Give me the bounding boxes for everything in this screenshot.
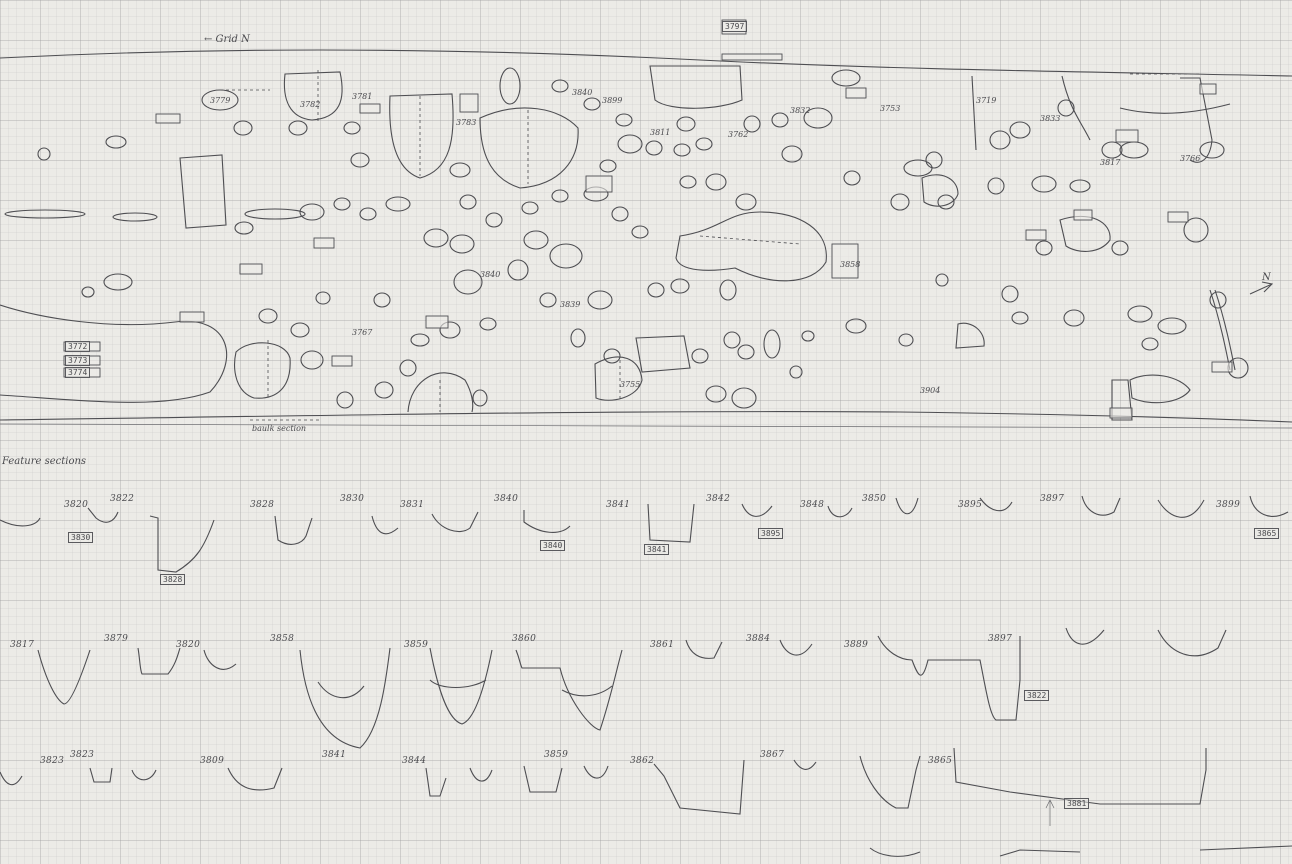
section-number-label: 3899 <box>1216 500 1241 510</box>
feature-label: 3773 <box>65 355 91 366</box>
section-number-label: 3858 <box>270 634 295 644</box>
feature-number-label: 3832 <box>790 106 811 115</box>
section-number-label: 3817 <box>10 640 35 650</box>
section-number-label: 3809 <box>200 756 225 766</box>
feature-3772-outline <box>0 304 228 403</box>
section-number-label: 3889 <box>844 640 869 650</box>
trench-bottom-edge <box>0 411 1292 423</box>
section-number-label: 3820 <box>64 500 89 510</box>
section-number-label: 3861 <box>650 640 675 650</box>
top-tag: 3797 <box>722 21 748 32</box>
plan-title: ← Grid N <box>204 34 250 45</box>
section-tag: 3822 <box>1024 690 1050 701</box>
section-number-label: 3848 <box>800 500 825 510</box>
feature-number-label: 3779 <box>210 96 231 105</box>
feature-number-label: 3840 <box>572 88 593 97</box>
section-number-label: 3840 <box>494 494 519 504</box>
feature-label: 3772 <box>65 341 91 352</box>
section-number-label: 3862 <box>630 756 655 766</box>
trench-top-edge <box>0 49 1292 77</box>
section-number-label: 3823 <box>70 750 95 760</box>
section-number-label: 3844 <box>402 756 427 766</box>
feature-number-label: 3766 <box>1180 154 1201 163</box>
section-number-label: 3859 <box>404 640 429 650</box>
feature-number-label: 3840 <box>480 270 501 279</box>
section-number-label: 3859 <box>544 750 569 760</box>
section-number-label: 3879 <box>104 634 129 644</box>
section-tag: 3895 <box>758 528 784 539</box>
section-number-label: 3841 <box>606 500 631 510</box>
section-number-label: 3897 <box>988 634 1013 644</box>
feature-number-label: 3783 <box>456 118 477 127</box>
north-arrow-label: N <box>1262 272 1271 283</box>
section-tag: 3841 <box>644 544 670 555</box>
feature-number-label: 3755 <box>620 380 641 389</box>
section-tag: 3865 <box>1254 528 1280 539</box>
feature-number-label: 3833 <box>1040 114 1061 123</box>
feature-number-label: 3811 <box>650 128 671 137</box>
feature-number-label: 3858 <box>840 260 861 269</box>
section-tag: 3828 <box>160 574 186 585</box>
feature-number-label: 3904 <box>920 386 941 395</box>
legend-text: Feature sections <box>2 456 87 467</box>
section-number-label: 3830 <box>340 494 365 504</box>
section-number-label: 3823 <box>40 756 65 766</box>
section-number-label: 3860 <box>512 634 537 644</box>
section-number-label: 3822 <box>110 494 135 504</box>
feature-number-label: 3762 <box>728 130 749 139</box>
section-number-label: 3867 <box>760 750 785 760</box>
feature-number-label: 3817 <box>1100 158 1121 167</box>
feature-number-label: 3753 <box>880 104 901 113</box>
section-tag: 3830 <box>68 532 94 543</box>
section-tag: 3881 <box>1064 798 1090 809</box>
feature-number-label: 3782 <box>300 100 321 109</box>
section-number-label: 3850 <box>862 494 887 504</box>
section-number-label: 3828 <box>250 500 275 510</box>
section-number-label: 3895 <box>958 500 983 510</box>
feature-number-label: 3781 <box>352 92 373 101</box>
section-tag: 3840 <box>540 540 566 551</box>
section-number-label: 3831 <box>400 500 425 510</box>
feature-label: 3774 <box>65 367 91 378</box>
section-number-label: 3842 <box>706 494 731 504</box>
north-arrow <box>1249 283 1273 295</box>
section-number-label: 3897 <box>1040 494 1065 504</box>
section-number-label: 3884 <box>746 634 771 644</box>
section-number-label: 3841 <box>322 750 347 760</box>
feature-number-label: 3767 <box>352 328 373 337</box>
baulk-label: baulk section <box>252 424 307 433</box>
section-number-label: 3865 <box>928 756 953 766</box>
section-number-label: 3820 <box>176 640 201 650</box>
feature-number-label: 3839 <box>560 300 581 309</box>
feature-number-label: 3719 <box>976 96 997 105</box>
feature-number-label: 3899 <box>602 96 623 105</box>
